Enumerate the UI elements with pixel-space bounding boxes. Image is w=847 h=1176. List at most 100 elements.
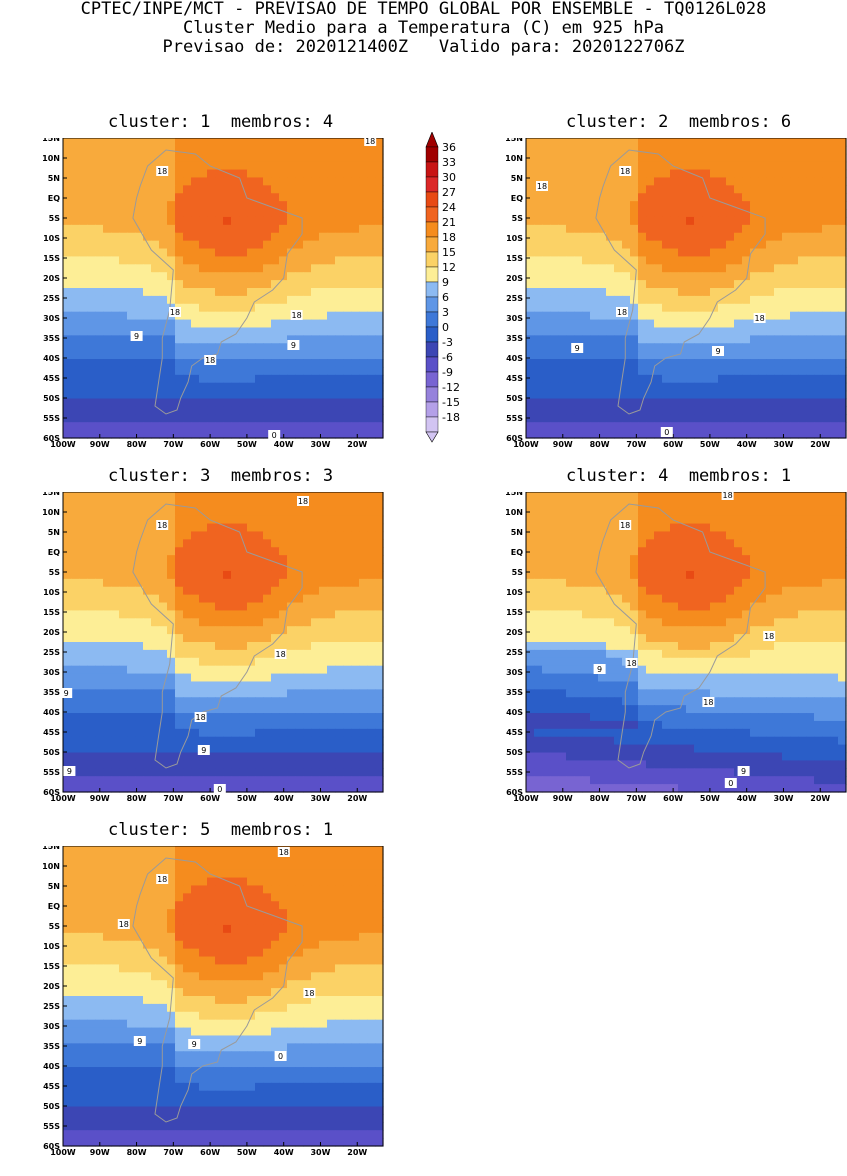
lon-label: 70W xyxy=(626,440,646,449)
contour-label: 9 xyxy=(291,341,296,350)
lon-label: 40W xyxy=(737,794,757,803)
lat-label: 25S xyxy=(43,294,60,303)
lat-label: 20S xyxy=(506,274,523,283)
lon-label: 40W xyxy=(274,440,294,449)
lat-label: 15N xyxy=(42,846,60,851)
lat-label: 15N xyxy=(42,492,60,497)
lon-label: 90W xyxy=(90,1148,110,1157)
lon-label: 30W xyxy=(310,794,330,803)
lat-label: 40S xyxy=(506,354,523,363)
lat-label: 15N xyxy=(505,492,523,497)
colorbar-label: 27 xyxy=(442,186,456,199)
lon-label: 30W xyxy=(310,440,330,449)
lat-label: 25S xyxy=(506,648,523,657)
lat-label: 35S xyxy=(506,334,523,343)
lat-label: 15S xyxy=(43,962,60,971)
lat-label: 20S xyxy=(506,628,523,637)
lat-label: 5S xyxy=(49,922,61,931)
colorbar-label: -3 xyxy=(442,336,453,349)
contour-label: 18 xyxy=(196,713,206,722)
lat-label: 50S xyxy=(43,1102,60,1111)
lon-label: 50W xyxy=(700,440,720,449)
header-subtitle: Cluster Medio para a Temperatura (C) em … xyxy=(0,19,847,38)
lon-label: 80W xyxy=(127,1148,147,1157)
lat-label: 20S xyxy=(43,274,60,283)
lat-label: 55S xyxy=(43,414,60,423)
contour-label: 0 xyxy=(272,431,277,440)
lat-label: 35S xyxy=(43,1042,60,1051)
lat-label: 40S xyxy=(43,1062,60,1071)
contour-label: 9 xyxy=(64,689,69,698)
contour-label: 18 xyxy=(157,875,167,884)
lat-label: 15S xyxy=(506,608,523,617)
panel-title-4: cluster: 4 membros: 1 xyxy=(566,467,791,485)
lon-label: 30W xyxy=(773,794,793,803)
colorbar-label: -12 xyxy=(442,381,460,394)
contour-label: 0 xyxy=(664,428,669,437)
lat-label: 15N xyxy=(42,138,60,143)
contour-label: 0 xyxy=(278,1052,283,1061)
contour-label: 18 xyxy=(617,308,627,317)
contour-label: 0 xyxy=(728,779,733,788)
contour-label: 18 xyxy=(755,314,765,323)
lat-label: 30S xyxy=(43,1022,60,1031)
map-panel-2: 15N10N5NEQ5S10S15S20S25S30S35S40S45S50S5… xyxy=(476,138,847,468)
lat-label: 5N xyxy=(511,174,523,183)
colorbar-label: 33 xyxy=(442,156,456,169)
lat-label: 35S xyxy=(506,688,523,697)
lat-label: 25S xyxy=(43,648,60,657)
lat-label: 40S xyxy=(43,708,60,717)
lon-label: 40W xyxy=(274,1148,294,1157)
lat-label: 10S xyxy=(43,588,60,597)
lat-label: 30S xyxy=(506,668,523,677)
lon-label: 50W xyxy=(237,440,257,449)
contour-label: 18 xyxy=(627,659,637,668)
lon-label: 20W xyxy=(810,440,830,449)
lat-label: 10N xyxy=(42,154,60,163)
panel-title-2: cluster: 2 membros: 6 xyxy=(566,113,791,131)
lon-label: 20W xyxy=(347,794,367,803)
lat-label: 10S xyxy=(43,942,60,951)
contour-label: 18 xyxy=(365,138,375,146)
map-panel-1: 15N10N5NEQ5S10S15S20S25S30S35S40S45S50S5… xyxy=(13,138,393,468)
lat-label: 35S xyxy=(43,688,60,697)
lon-label: 70W xyxy=(163,1148,183,1157)
colorbar-label: -15 xyxy=(442,396,460,409)
lat-label: 20S xyxy=(43,982,60,991)
lat-label: 5N xyxy=(48,528,60,537)
colorbar-label: 3 xyxy=(442,306,449,319)
lat-label: 40S xyxy=(506,708,523,717)
lon-label: 100W xyxy=(513,440,539,449)
colorbar-label: -6 xyxy=(442,351,453,364)
lat-label: 15S xyxy=(43,254,60,263)
contour-label: 18 xyxy=(620,521,630,530)
lon-label: 80W xyxy=(590,794,610,803)
lon-label: 100W xyxy=(50,1148,76,1157)
contour-label: 18 xyxy=(703,698,713,707)
lat-label: 10S xyxy=(43,234,60,243)
colorbar-label: 0 xyxy=(442,321,449,334)
lat-label: 45S xyxy=(43,728,60,737)
lat-label: 10N xyxy=(505,154,523,163)
contour-label: 9 xyxy=(192,1040,197,1049)
lat-label: 5N xyxy=(48,174,60,183)
lon-label: 20W xyxy=(810,794,830,803)
panel-title-5: cluster: 5 membros: 1 xyxy=(108,821,333,839)
lat-label: 5N xyxy=(48,882,60,891)
contour-label: 18 xyxy=(170,308,180,317)
lon-label: 40W xyxy=(737,440,757,449)
lat-label: EQ xyxy=(48,194,60,203)
map-panel-5: 15N10N5NEQ5S10S15S20S25S30S35S40S45S50S5… xyxy=(13,846,393,1176)
lat-label: 30S xyxy=(43,668,60,677)
lat-label: 55S xyxy=(506,768,523,777)
contour-label: 9 xyxy=(137,1037,142,1046)
lat-label: 55S xyxy=(43,768,60,777)
contour-label: 18 xyxy=(764,632,774,641)
contour-label: 9 xyxy=(67,767,72,776)
header-dates: Previsao de: 2020121400Z Valido para: 20… xyxy=(0,38,847,57)
lon-label: 100W xyxy=(50,440,76,449)
lat-label: 25S xyxy=(506,294,523,303)
lon-label: 30W xyxy=(310,1148,330,1157)
lon-label: 20W xyxy=(347,1148,367,1157)
lon-label: 70W xyxy=(163,440,183,449)
